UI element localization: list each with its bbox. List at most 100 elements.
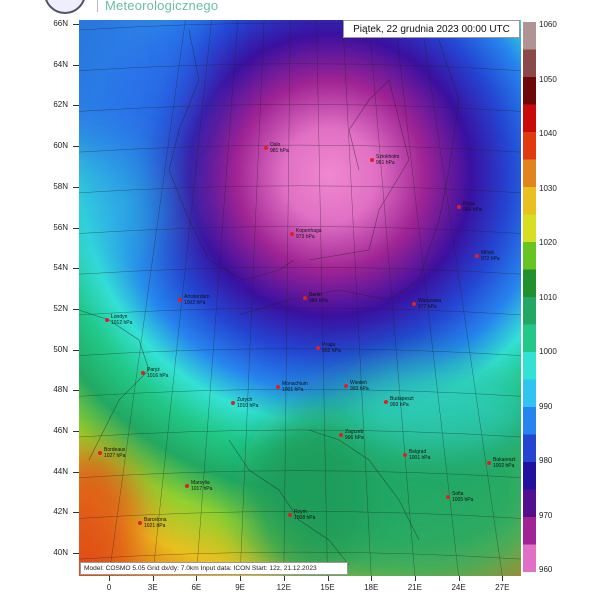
city-marker-icon: [185, 484, 189, 488]
city-pressure: 961 hPa: [376, 159, 395, 166]
city-pressure: 1027 hPa: [104, 452, 126, 459]
lat-label: 58N: [53, 181, 68, 191]
city-pressure: 992 hPa: [322, 347, 341, 354]
city-label: Bordeaux 1027 hPa: [104, 447, 126, 459]
city-marker-icon: [475, 254, 479, 258]
city-label: Paryż 1016 hPa: [147, 367, 168, 379]
city-label: Warszawa 977 hPa: [418, 298, 442, 310]
city-name: Kopenhaga: [296, 228, 322, 234]
city-label: Barcelona 1021 hPa: [144, 517, 167, 529]
lat-label: 66N: [53, 19, 68, 28]
city-marker-icon: [412, 302, 416, 306]
city-name: Amsterdam: [184, 294, 210, 300]
colorbar-segment: [523, 517, 536, 545]
city-pressure: 972 hPa: [481, 255, 500, 262]
colorbar-tick-label: 1020: [539, 238, 557, 247]
lat-tick: [73, 390, 79, 392]
colorbar-segment: [523, 187, 536, 215]
city-pressure: 977 hPa: [418, 303, 437, 310]
lon-tick: [240, 576, 242, 581]
coastline-italy: [228, 439, 350, 566]
coastline-adriatic: [308, 429, 420, 541]
city-marker-icon: [339, 433, 343, 437]
meridian-line: [316, 20, 328, 576]
lon-label: 18E: [364, 583, 379, 592]
city-label: Sztokholm 961 hPa: [376, 154, 399, 166]
field-overlay-w: [79, 150, 169, 270]
parallel-line: [79, 307, 521, 316]
city-marker-icon: [457, 205, 461, 209]
meridian-line: [108, 20, 186, 576]
lat-tick: [73, 431, 79, 432]
city-pressure: 1010 hPa: [237, 402, 259, 409]
colorbar-tick-label: 970: [539, 510, 553, 520]
lat-tick: [73, 268, 79, 270]
colorbar: [523, 22, 536, 572]
city-label: Amsterdam 1002 hPa: [184, 294, 210, 306]
lon-tick: [502, 576, 504, 581]
city-pressure: 966 hPa: [463, 206, 482, 213]
colorbar-tick-label: 1040: [539, 129, 557, 138]
city-pressure: 1012 hPa: [111, 319, 133, 326]
parallel-line: [79, 226, 521, 234]
city-name: Paryż: [147, 367, 160, 373]
city-pressure: 1001 hPa: [282, 386, 304, 393]
city-pressure: 1002 hPa: [493, 462, 515, 469]
colorbar-segment: [523, 77, 536, 105]
city-name: Marsylia: [191, 480, 210, 486]
meridian-line: [239, 20, 265, 576]
city-pressure: 981 hPa: [270, 147, 289, 154]
colorbar-tick-label: 980: [539, 456, 553, 465]
lon-tick: [109, 576, 110, 581]
city-name: Warszawa: [418, 298, 442, 304]
city-label: Zagrzeb 996 hPa: [345, 429, 364, 441]
city-marker-icon: [344, 384, 348, 388]
colorbar-tick-label: 1050: [539, 74, 557, 84]
coastline-norway-denmark: [168, 29, 295, 281]
city-label: Kopenhaga 973 hPa: [296, 228, 322, 240]
parallel-line: [79, 348, 521, 356]
colorbar-tick-label: 1000: [539, 347, 557, 356]
lon-tick: [414, 576, 416, 581]
city-marker-icon: [384, 400, 388, 404]
lon-label: 27E: [495, 583, 510, 592]
city-label: Zurych 1010 hPa: [237, 397, 259, 409]
field-overlay-iberia: [79, 450, 139, 576]
lat-label: 62N: [53, 100, 68, 110]
lat-tick: [73, 24, 79, 25]
lat-label: 44N: [53, 466, 68, 476]
city-name: Wiedeń: [350, 380, 367, 386]
colorbar-segment: [523, 132, 536, 160]
city-name: Belgrad: [409, 449, 427, 455]
colorbar-segment: [523, 159, 536, 188]
colorbar-segment: [523, 462, 536, 490]
city-marker-icon: [105, 318, 109, 322]
city-name: Barcelona: [144, 517, 167, 523]
meridian-line: [152, 20, 212, 576]
valid-time-title: Piątek, 22 grudnia 2023 00:00 UTC: [343, 20, 520, 38]
city-label: Sofia 1005 hPa: [452, 491, 473, 503]
city-marker-icon: [231, 401, 235, 405]
city-name: Oslo: [270, 142, 281, 148]
city-name: Rzym: [294, 509, 307, 515]
colorbar-segment: [523, 269, 536, 298]
lon-tick: [327, 576, 329, 581]
parallel-line: [79, 551, 521, 560]
city-name: Berlin: [309, 292, 322, 298]
colorbar-tick-label: 1060: [539, 20, 557, 29]
city-marker-icon: [370, 158, 374, 162]
city-marker-icon: [446, 495, 450, 499]
lat-tick: [73, 308, 79, 310]
lat-label: 60N: [53, 141, 68, 151]
lat-label: 56N: [53, 222, 68, 232]
parallel-line: [79, 63, 521, 71]
city-name: Zurych: [237, 397, 253, 403]
lon-label: 12E: [276, 583, 291, 592]
lon-label: 0: [106, 583, 112, 592]
colorbar-segment: [523, 324, 536, 353]
parallel-line: [79, 511, 521, 519]
city-label: Praga 992 hPa: [322, 342, 341, 354]
colorbar-segment: [523, 49, 536, 78]
city-marker-icon: [138, 521, 142, 525]
city-name: Mińsk: [481, 250, 495, 256]
